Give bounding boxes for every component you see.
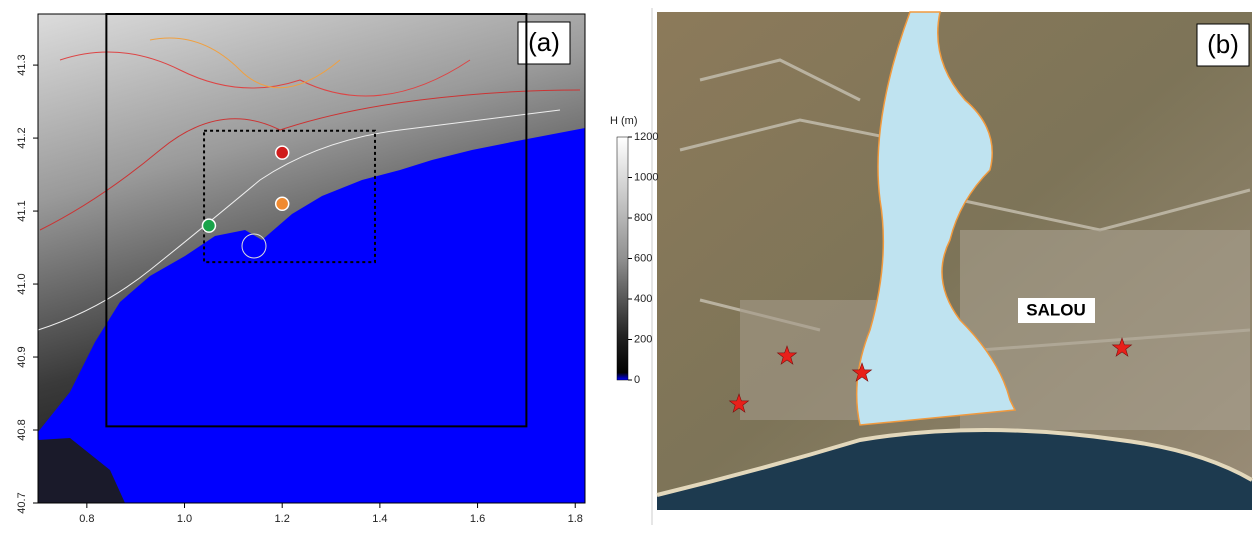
x-tick-label: 0.8 xyxy=(79,513,94,525)
y-tick-label: 41.0 xyxy=(16,273,28,294)
figure: (a) H (m) SALOU (b) 0.8 1.0 1.2 1.4 1.6 1.8 40… xyxy=(0,0,1257,533)
station xyxy=(276,197,289,210)
place-name: SALOU xyxy=(1026,300,1086,319)
colorbar-tick-label: 0 xyxy=(634,374,640,386)
x-tick-label: 1.4 xyxy=(372,513,387,525)
colorbar-tick-label: 800 xyxy=(634,212,652,224)
y-tick-label: 40.8 xyxy=(16,419,28,440)
station xyxy=(202,219,215,232)
colorbar xyxy=(617,137,628,380)
colorbar-tick-label: 1200 xyxy=(634,131,658,143)
x-tick-label: 1.8 xyxy=(568,513,583,525)
y-tick-label: 41.2 xyxy=(16,127,28,148)
colorbar-title: H (m) xyxy=(610,115,638,127)
y-tick-label: 41.3 xyxy=(16,54,28,75)
x-tick-label: 1.6 xyxy=(470,513,485,525)
colorbar-tick-label: 1000 xyxy=(634,171,658,183)
station xyxy=(276,146,289,159)
y-tick-label: 41.1 xyxy=(16,200,28,221)
x-tick-label: 1.0 xyxy=(177,513,192,525)
y-tick-label: 40.7 xyxy=(16,492,28,513)
panel-label: (b) xyxy=(1207,29,1239,59)
panel-a: (a) H (m) xyxy=(38,14,638,503)
colorbar-tick-label: 400 xyxy=(634,293,652,305)
x-tick-label: 1.2 xyxy=(275,513,290,525)
y-tick-label: 40.9 xyxy=(16,346,28,367)
panel-b: SALOU (b) xyxy=(657,12,1252,510)
colorbar-tick-label: 600 xyxy=(634,252,652,264)
panel-label: (a) xyxy=(528,27,560,57)
colorbar-tick-label: 200 xyxy=(634,333,652,345)
